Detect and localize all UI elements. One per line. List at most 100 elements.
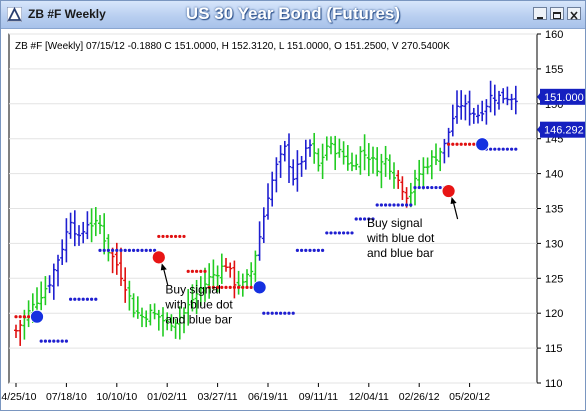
minimize-icon (537, 17, 543, 19)
x-tick-label: 03/27/11 (198, 391, 238, 403)
ohlc-bar (371, 146, 375, 174)
trail-dot (241, 285, 245, 289)
trail-dot (64, 339, 68, 343)
ohlc-bar (429, 150, 434, 180)
ohlc-bar (320, 143, 325, 179)
y-tick-label: 130 (545, 238, 563, 250)
ohlc-bar (98, 215, 102, 235)
ohlc-bar (337, 138, 342, 158)
ohlc-bar (131, 293, 136, 318)
ohlc-bar (396, 170, 401, 189)
trail-dot (207, 285, 211, 289)
ohlc-bar (198, 276, 203, 306)
ohlc-bar (383, 145, 388, 177)
trail-dot (60, 339, 64, 343)
annotation-text: and blue bar (367, 246, 434, 260)
y-tick-label: 120 (545, 308, 563, 320)
ohlc-bar (249, 262, 254, 287)
ohlc-bar (282, 140, 287, 162)
trail-dot (333, 231, 337, 235)
trail-dot (186, 269, 190, 273)
ohlc-bar (497, 90, 501, 110)
trail-dot (409, 203, 413, 207)
ohlc-bar (366, 143, 371, 177)
ohlc-bar (505, 86, 510, 106)
x-tick-label: 12/04/11 (349, 391, 389, 403)
ohlc-bar (135, 296, 140, 319)
title-bar[interactable]: ZB #F Weekly US 30 Year Bond (Futures) (1, 1, 585, 29)
trail-dot (279, 311, 283, 315)
trail-dot (396, 203, 400, 207)
trail-dot (48, 339, 52, 343)
ohlc-bar (127, 280, 132, 311)
trail-dot (153, 248, 157, 252)
ohlc-bar (186, 289, 191, 326)
trail-dot (287, 311, 291, 315)
ohlc-bar (417, 159, 422, 188)
ohlc-bar (316, 148, 321, 172)
trail-dot (216, 285, 220, 289)
close-icon (570, 11, 578, 20)
trail-dot (283, 311, 287, 315)
trail-dot (505, 147, 509, 151)
minimize-button[interactable] (533, 7, 547, 20)
trail-dot (98, 248, 102, 252)
ohlc-bar (358, 146, 363, 175)
x-tick-label: 07/18/10 (46, 391, 87, 403)
trail-dot (388, 203, 392, 207)
ohlc-bar (93, 207, 98, 237)
trail-dot (195, 269, 199, 273)
ohlc-bar (161, 307, 165, 337)
ohlc-bar (114, 242, 119, 275)
maximize-button[interactable] (550, 7, 564, 20)
trail-dot (14, 315, 18, 319)
ohlc-bar (492, 84, 497, 116)
price-label: 151.000 (537, 88, 585, 105)
ohlc-bar (513, 85, 518, 115)
trail-dot (438, 185, 442, 190)
price-label-text: 151.000 (544, 92, 584, 104)
window-title: ZB #F Weekly (28, 7, 106, 21)
ohlc-bar (345, 145, 350, 171)
ohlc-bar (173, 318, 178, 339)
trail-dot (379, 203, 383, 207)
trail-dot (384, 203, 388, 207)
trail-dot (308, 248, 312, 252)
trail-dot (52, 339, 56, 343)
trail-dot (237, 285, 241, 289)
trail-dot (140, 248, 144, 252)
trail-dot (375, 203, 379, 207)
trail-dot (274, 311, 278, 315)
ohlc-bar (379, 153, 384, 189)
ohlc-bar (257, 221, 262, 261)
ohlc-bar (236, 270, 241, 295)
trail-dot (497, 147, 501, 151)
trail-dot (358, 217, 362, 221)
ohlc-bar (392, 162, 396, 189)
ohlc-bar (476, 104, 480, 124)
ohlc-bar (72, 210, 77, 247)
ohlc-bar (480, 100, 485, 122)
ohlc-bar (261, 207, 266, 243)
trail-dot (232, 285, 236, 289)
ohlc-bar (51, 263, 56, 300)
trail-dot (174, 234, 178, 239)
x-tick-label: 09/11/11 (299, 391, 338, 403)
ohlc-bar (144, 310, 149, 328)
ohlc-bar (354, 154, 359, 171)
ohlc-bar (102, 213, 107, 255)
y-tick-label: 125 (545, 273, 563, 285)
price-label-text: 146.292 (544, 125, 584, 137)
trail-dot (363, 217, 367, 221)
ohlc-bar (68, 212, 73, 239)
ohlc-bar (291, 159, 296, 186)
trail-dot (111, 248, 115, 252)
trail-dot (27, 315, 31, 319)
y-tick-label: 155 (545, 64, 563, 76)
ohlc-bar (501, 88, 506, 104)
ohlc-bar (362, 134, 367, 171)
price-label-pointer (537, 124, 541, 135)
close-button[interactable] (567, 7, 581, 20)
trail-dot (304, 248, 308, 252)
